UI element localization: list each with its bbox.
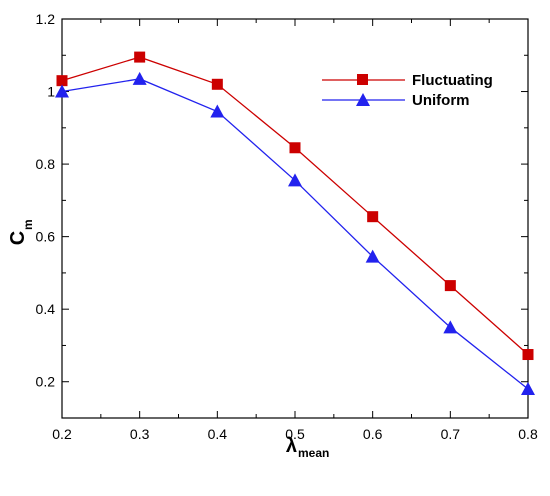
x-axis-title: λ mean — [286, 435, 329, 460]
x-tick-label: 0.2 — [52, 426, 72, 442]
y-axis-title: C m — [7, 219, 35, 245]
data-point-uniform — [288, 173, 302, 187]
data-point-fluctuating — [134, 51, 146, 63]
legend: Fluctuating Uniform — [322, 72, 493, 109]
y-axis-ticks: 0.2 0.4 0.6 0.8 1 1.2 — [36, 11, 528, 390]
y-tick-label: 0.8 — [36, 156, 56, 172]
x-axis-ticks: 0.2 0.3 0.4 0.5 0.6 0.7 0.8 — [52, 19, 538, 442]
data-point-uniform — [55, 84, 69, 98]
data-point-fluctuating — [522, 349, 534, 361]
data-point-fluctuating — [56, 75, 68, 87]
legend-square-icon — [357, 74, 368, 85]
data-point-fluctuating — [211, 78, 223, 90]
data-point-uniform — [365, 249, 380, 263]
data-point-fluctuating — [367, 211, 379, 223]
series-line-uniform — [61, 78, 529, 390]
y-axis-title-main: C — [7, 231, 29, 245]
x-axis-title-main: λ — [286, 435, 297, 457]
y-tick-label: 0.6 — [36, 229, 56, 245]
data-point-uniform — [443, 320, 458, 334]
y-tick-label: 1 — [47, 84, 55, 100]
data-point-fluctuating — [444, 280, 456, 292]
legend-item-fluctuating: Fluctuating — [322, 72, 493, 89]
x-tick-label: 0.3 — [130, 426, 150, 442]
y-axis-title-sub: m — [21, 219, 35, 230]
data-point-fluctuating — [289, 142, 301, 154]
series-layer — [55, 51, 535, 395]
legend-label-fluctuating: Fluctuating — [412, 72, 493, 89]
data-point-uniform — [210, 104, 225, 118]
x-tick-label: 0.6 — [363, 426, 383, 442]
y-tick-label: 1.2 — [36, 11, 56, 27]
legend-triangle-icon — [356, 93, 370, 106]
x-axis-title-sub: mean — [298, 446, 329, 460]
y-tick-label: 0.4 — [36, 301, 56, 317]
legend-label-uniform: Uniform — [412, 92, 470, 109]
x-tick-label: 0.5 — [285, 426, 305, 442]
data-point-uniform — [132, 71, 147, 85]
y-tick-label: 0.2 — [36, 374, 56, 390]
legend-item-uniform: Uniform — [322, 92, 470, 109]
data-point-uniform — [521, 381, 535, 395]
x-tick-label: 0.7 — [441, 426, 461, 442]
x-tick-label: 0.4 — [208, 426, 228, 442]
x-tick-label: 0.8 — [518, 426, 538, 442]
